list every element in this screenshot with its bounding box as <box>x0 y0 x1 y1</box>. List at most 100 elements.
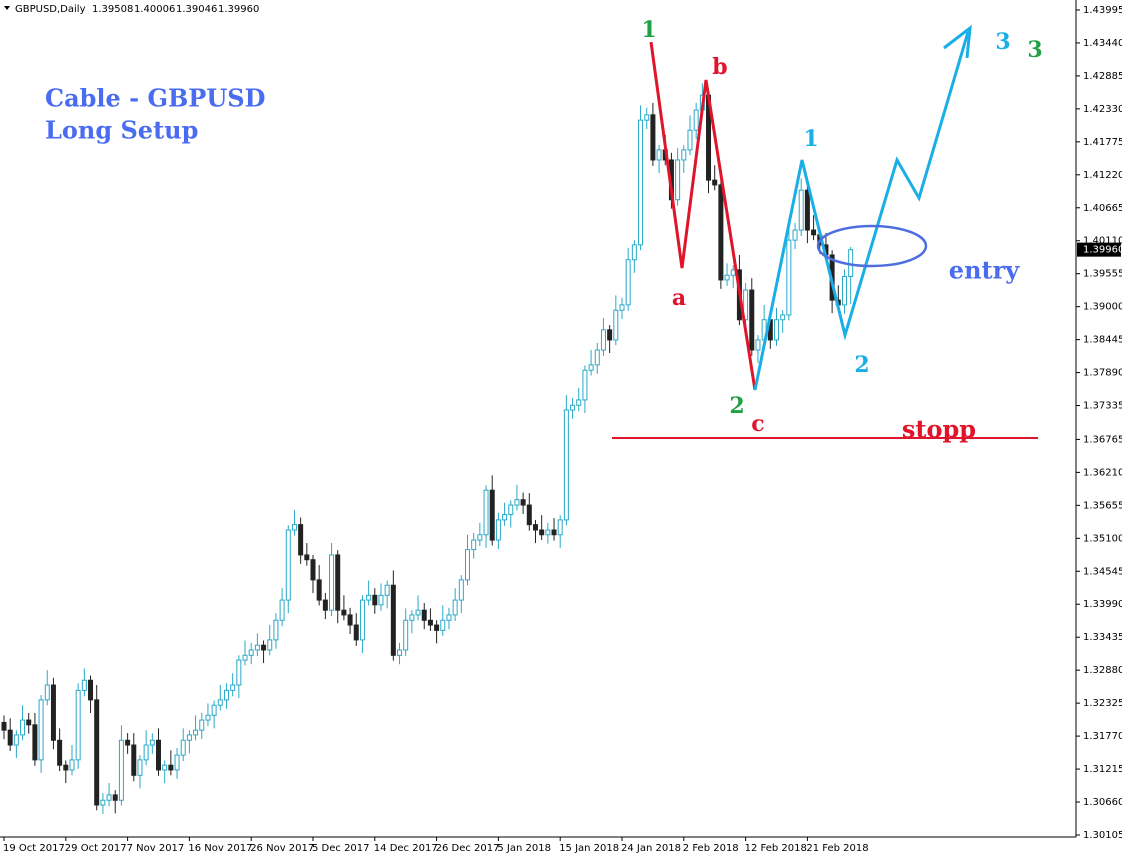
candle-body <box>223 689 229 701</box>
candle-body <box>644 114 650 121</box>
candle-body <box>230 684 236 691</box>
candle-body <box>267 639 273 651</box>
candle-body <box>38 699 44 761</box>
candle-body <box>638 119 644 246</box>
candle-body <box>613 309 619 341</box>
candle-body <box>285 529 291 601</box>
candle-body <box>378 594 384 606</box>
candle-body <box>372 594 378 606</box>
candle-body <box>1 721 7 731</box>
candle-body <box>681 149 687 161</box>
candle-body <box>335 554 341 611</box>
candle-body <box>291 524 297 531</box>
y-tick-label: 1.33435 <box>1083 632 1122 643</box>
candle-body <box>26 719 32 726</box>
candle-body <box>174 754 180 771</box>
abc-correction-line <box>649 41 757 391</box>
candle-body <box>397 649 403 656</box>
y-tick-label: 1.31770 <box>1083 731 1122 742</box>
candle-body <box>600 329 606 351</box>
candle-body <box>687 129 693 151</box>
annotation: Long Setup <box>45 116 198 145</box>
x-tick-label: 19 Oct 2017 <box>3 843 65 854</box>
candle-body <box>211 704 217 716</box>
annotation: c <box>751 411 764 437</box>
candle-body <box>458 579 464 601</box>
header-value: 1.39508 <box>92 4 133 15</box>
candle-body <box>44 684 50 701</box>
candle-body <box>75 689 81 761</box>
candle-body <box>452 599 458 616</box>
candle-body <box>298 524 304 556</box>
annotation: b <box>712 54 727 80</box>
candle-body <box>180 739 186 756</box>
x-tick-label: 26 Nov 2017 <box>250 843 314 854</box>
candle-body <box>798 189 804 231</box>
candle-body <box>780 314 786 321</box>
y-tick-label: 1.39555 <box>1083 269 1122 280</box>
candle-body <box>421 609 427 621</box>
candle-body <box>774 319 779 341</box>
y-tick-label: 1.34545 <box>1083 566 1122 577</box>
candle-body <box>718 184 724 281</box>
candle-body <box>427 619 433 626</box>
y-tick-label: 1.35655 <box>1083 500 1122 511</box>
entry-ellipse <box>816 224 928 268</box>
y-tick-label: 1.38445 <box>1083 335 1122 346</box>
candle-body <box>489 489 495 541</box>
candle-body <box>631 244 637 261</box>
candle-body <box>162 764 168 771</box>
x-tick-label: 5 Dec 2017 <box>312 843 370 854</box>
annotation: 3 <box>1027 37 1042 63</box>
candle-body <box>341 609 347 616</box>
candle-body <box>273 619 279 641</box>
y-tick-label: 1.43440 <box>1083 38 1122 49</box>
candle-body <box>403 619 409 651</box>
candle-body <box>551 529 557 536</box>
candle-body <box>63 764 69 771</box>
candle-body <box>786 239 792 316</box>
candle-body <box>254 644 260 651</box>
candle-body <box>440 619 446 631</box>
candle-body <box>502 514 508 521</box>
candle-body <box>743 289 749 321</box>
candle-body <box>125 739 131 746</box>
x-tick-label: 12 Feb 2018 <box>745 843 807 854</box>
candle-body <box>594 349 600 366</box>
candle-body <box>514 499 520 506</box>
candle-body <box>520 499 526 506</box>
candle-body <box>390 584 396 656</box>
candle-body <box>304 554 310 561</box>
candle-body <box>465 549 470 581</box>
y-tick-label: 1.32880 <box>1083 665 1122 676</box>
arrow-head <box>943 24 972 59</box>
candle-body <box>279 599 285 621</box>
x-tick-label: 29 Oct 2017 <box>65 843 127 854</box>
y-tick-label: 1.39000 <box>1083 302 1122 313</box>
candle-body <box>100 799 106 806</box>
candle-body <box>415 609 421 616</box>
candle-body <box>656 149 662 161</box>
annotation: a <box>672 285 686 311</box>
candle-body <box>508 504 514 516</box>
candle-body <box>310 559 316 581</box>
y-tick-label: 1.33990 <box>1083 599 1122 610</box>
candle-body <box>81 679 87 691</box>
annotation: 2 <box>729 393 744 419</box>
candle-body <box>156 739 161 771</box>
candle-body <box>248 649 254 656</box>
candle-body <box>811 229 817 236</box>
candle-body <box>563 409 569 521</box>
candle-body <box>576 399 582 406</box>
candle-body <box>261 644 267 651</box>
y-tick-label: 1.41220 <box>1083 170 1122 181</box>
candle-body <box>539 529 545 536</box>
candle-body <box>106 794 112 801</box>
candle-body <box>69 759 75 771</box>
price-tag <box>1077 242 1121 257</box>
candle-body <box>57 739 63 766</box>
annotation: Cable - GBPUSD <box>45 84 265 113</box>
candle-body <box>582 369 588 401</box>
candle-body <box>607 329 613 341</box>
candle-body <box>792 229 798 241</box>
